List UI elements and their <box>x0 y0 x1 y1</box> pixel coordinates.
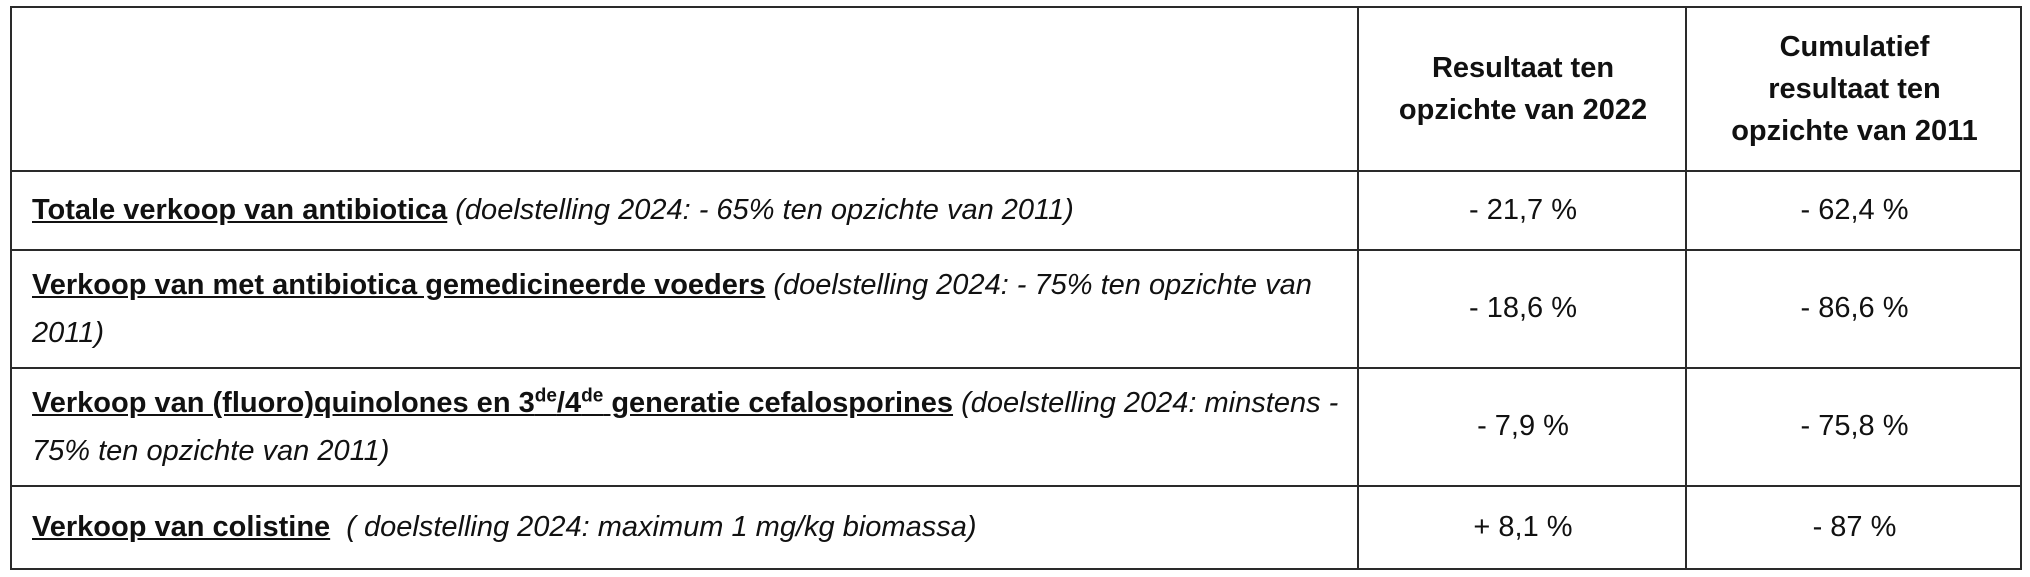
header-line: opzichte van 2022 <box>1398 93 1648 126</box>
row-label: Verkoop van colistine ( doelstelling 202… <box>10 484 1359 571</box>
row-title: Totale verkoop van antibiotica <box>32 194 448 227</box>
table-row: Totale verkoop van antibiotica (doelstel… <box>10 169 2022 251</box>
value-vs-2011: - 87 % <box>1685 484 2022 571</box>
table-row: Verkoop van met antibiotica gemedicineer… <box>10 248 2022 369</box>
value-vs-2022: - 18,6 % <box>1357 248 1687 369</box>
header-empty-cell <box>10 6 1359 172</box>
row-label: Verkoop van met antibiotica gemedicineer… <box>10 248 1359 369</box>
row-goal: (doelstelling 2024: - 75% ten opzichte v… <box>32 268 1312 349</box>
value-vs-2011: - 62,4 % <box>1685 169 2022 251</box>
row-title-part: generatie cefalosporines <box>603 386 954 419</box>
header-line: Resultaat ten <box>1431 51 1615 84</box>
header-line: resultaat ten <box>1768 72 1941 105</box>
header-line: opzichte van 2011 <box>1731 114 1978 147</box>
row-title: Verkoop van (fluoro)quinolones en 3de/4d… <box>32 385 954 419</box>
row-title-superscript: de <box>534 385 557 407</box>
row-title-part: /4 <box>556 386 582 419</box>
header-cumulative-vs-2011: Cumulatief resultaat ten opzichte van 20… <box>1685 6 2022 172</box>
header-result-vs-2022: Resultaat ten opzichte van 2022 <box>1357 6 1687 172</box>
header-row: Resultaat ten opzichte van 2022 Cumulati… <box>10 6 2022 172</box>
row-title: Verkoop van met antibiotica gemedicineer… <box>32 268 766 301</box>
row-title-part: Verkoop van (fluoro)quinolones en 3 <box>32 386 535 419</box>
row-goal: ( doelstelling 2024: maximum 1 mg/kg bio… <box>330 511 977 544</box>
value-vs-2022: - 7,9 % <box>1357 366 1687 487</box>
row-label: Verkoop van (fluoro)quinolones en 3de/4d… <box>10 366 1359 487</box>
results-table: Resultaat ten opzichte van 2022 Cumulati… <box>10 6 2022 571</box>
value-vs-2022: + 8,1 % <box>1357 484 1687 571</box>
row-label: Totale verkoop van antibiotica (doelstel… <box>10 169 1359 251</box>
row-title: Verkoop van colistine <box>32 511 331 544</box>
row-goal: (doelstelling 2024: - 65% ten opzichte v… <box>447 194 1074 227</box>
row-goal: (doelstelling 2024: minstens - 75% ten o… <box>32 386 1339 467</box>
value-vs-2022: - 21,7 % <box>1357 169 1687 251</box>
row-title-superscript: de <box>581 385 604 407</box>
header-line: Cumulatief <box>1779 30 1930 63</box>
value-vs-2011: - 75,8 % <box>1685 366 2022 487</box>
value-vs-2011: - 86,6 % <box>1685 248 2022 369</box>
table-row: Verkoop van colistine ( doelstelling 202… <box>10 484 2022 571</box>
table-row: Verkoop van (fluoro)quinolones en 3de/4d… <box>10 366 2022 487</box>
